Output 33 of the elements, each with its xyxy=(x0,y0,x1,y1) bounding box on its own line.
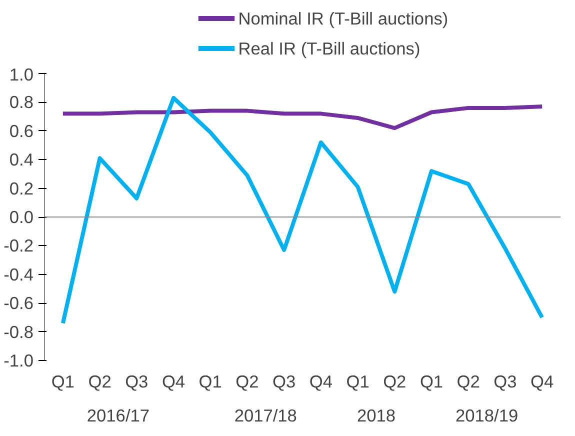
y-tick-label: 0.4 xyxy=(9,150,34,170)
x-tick-label: Q2 xyxy=(88,372,112,392)
text: 2018 xyxy=(356,406,396,426)
x-tick-label: Q3 xyxy=(125,372,148,392)
line-series xyxy=(60,104,544,130)
legend-label: Nominal IR (T-Bill auctions) xyxy=(238,8,448,28)
y-tick-label: 0.2 xyxy=(9,178,34,198)
x-tick-label: Q4 xyxy=(530,372,554,392)
line-series xyxy=(60,96,544,326)
y-tick-label: -0.2 xyxy=(4,236,34,256)
y-tick-label: -0.6 xyxy=(4,293,34,314)
y-tick-label: 0.6 xyxy=(9,120,34,141)
y-tick-label: -1.0 xyxy=(4,350,34,370)
x-tick-label: Q2 xyxy=(456,372,480,392)
y-tick-label: 0.8 xyxy=(9,92,34,112)
x-tick-label: Q1 xyxy=(198,372,222,392)
y-tick-label: 1.0 xyxy=(9,64,34,84)
y-tick-label: 0.0 xyxy=(9,207,34,227)
x-tick-label: Q4 xyxy=(162,372,186,392)
y-tick-label: -0.4 xyxy=(4,264,34,284)
x-tick-label: Q3 xyxy=(494,372,517,392)
x-tick-label: Q1 xyxy=(346,372,370,392)
text: 2018/19 xyxy=(455,406,518,426)
x-tick-label: Q4 xyxy=(309,372,333,392)
x-tick-label: Q2 xyxy=(236,372,259,392)
text: 2016/17 xyxy=(86,406,150,426)
x-tick-label: Q3 xyxy=(272,372,296,392)
legend-label: Real IR (T-Bill auctions) xyxy=(238,38,420,58)
x-tick-label: Q1 xyxy=(51,372,74,392)
y-tick-label: -0.8 xyxy=(4,322,34,342)
x-tick-label: Q1 xyxy=(420,372,444,392)
text: 2017/18 xyxy=(234,406,297,426)
x-tick-label: Q2 xyxy=(383,372,406,392)
